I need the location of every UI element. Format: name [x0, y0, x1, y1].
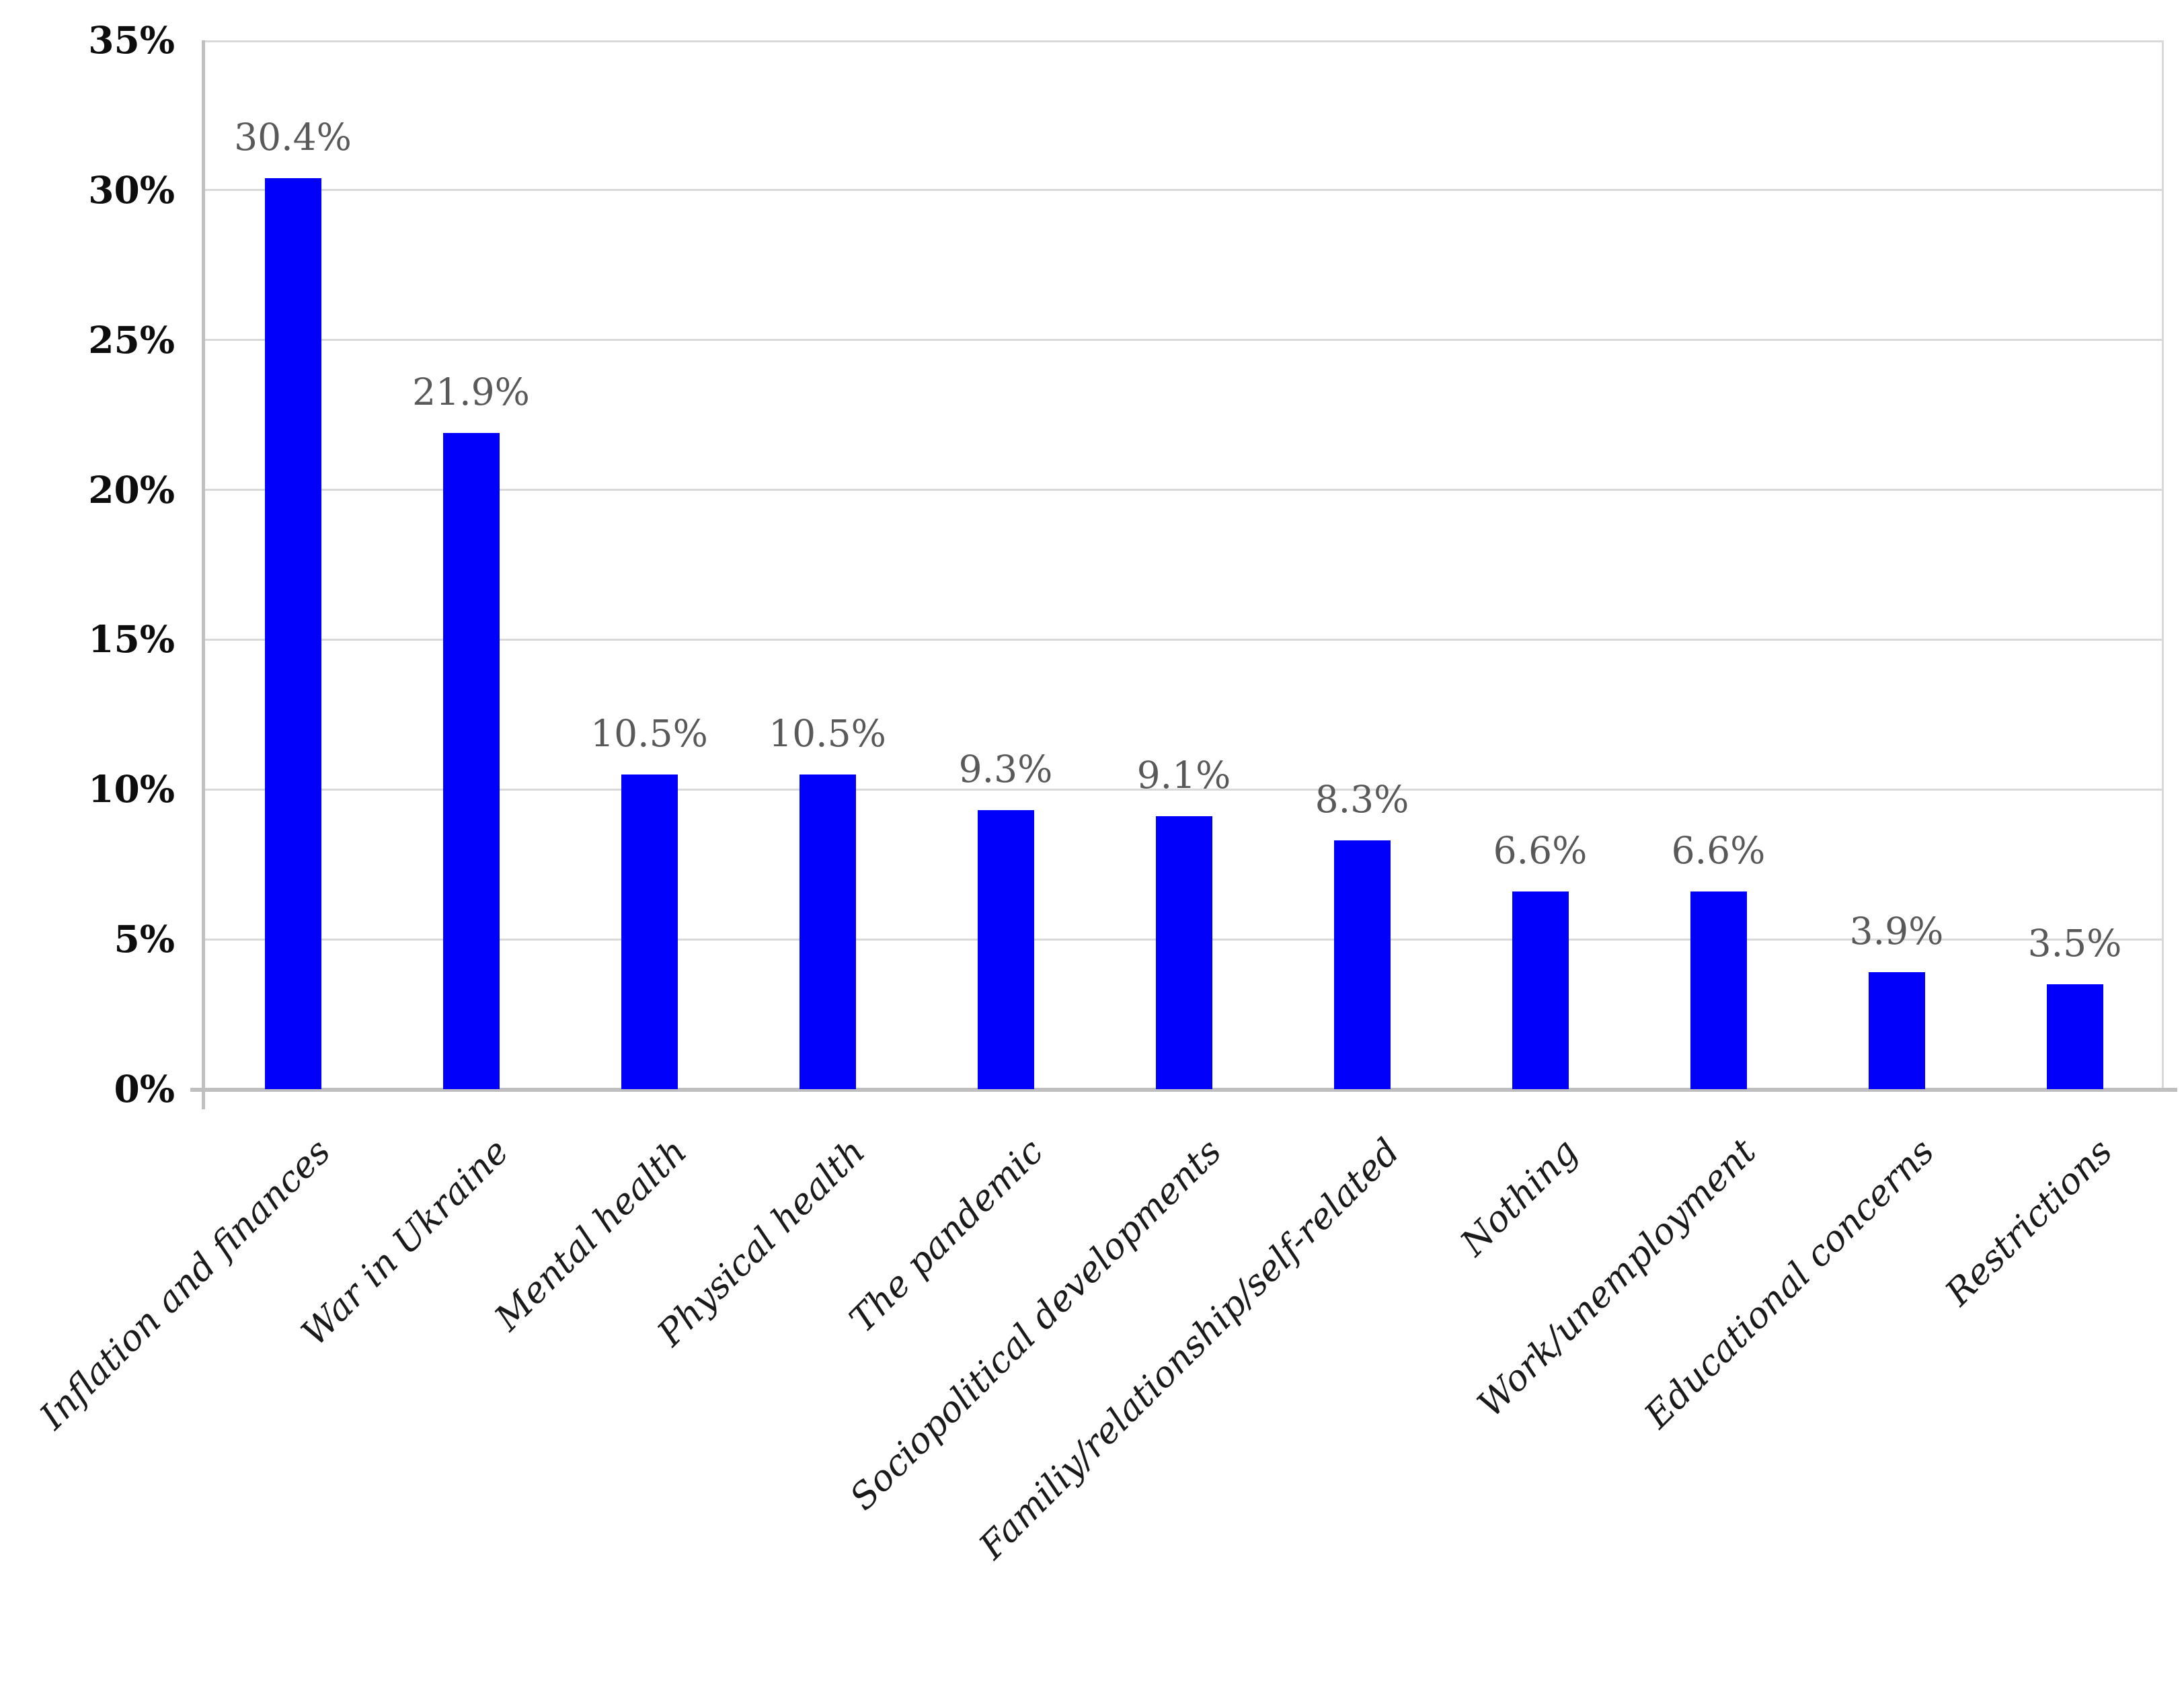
bar — [2047, 984, 2103, 1089]
bar — [265, 178, 321, 1089]
gridline — [204, 189, 2164, 191]
data-label: 3.5% — [1941, 922, 2184, 964]
data-label: 6.6% — [1584, 830, 1853, 871]
y-tick-label: 20% — [0, 468, 175, 512]
y-tick-label: 30% — [0, 168, 175, 212]
y-tick-label: 25% — [0, 318, 175, 362]
bar — [1512, 891, 1569, 1089]
y-tick-label: 0% — [0, 1067, 175, 1111]
bar — [1334, 840, 1391, 1089]
y-axis-line — [202, 40, 205, 1109]
bar — [1156, 816, 1212, 1089]
y-tick-label: 5% — [0, 917, 175, 961]
bar — [1869, 972, 1925, 1089]
y-tick-label: 35% — [0, 18, 175, 63]
y-tick-label: 15% — [0, 617, 175, 662]
bar — [443, 433, 500, 1089]
bar — [1690, 891, 1747, 1089]
bar — [800, 775, 856, 1089]
data-label: 21.9% — [337, 371, 606, 413]
data-label: 8.3% — [1228, 779, 1497, 820]
bar — [621, 775, 678, 1089]
gridline — [204, 339, 2164, 341]
data-label: 30.4% — [159, 116, 428, 158]
bar-chart: 0%5%10%15%20%25%30%35%30.4%Inflation and… — [0, 0, 2184, 1569]
bar — [978, 810, 1034, 1089]
y-tick-label: 10% — [0, 767, 175, 811]
